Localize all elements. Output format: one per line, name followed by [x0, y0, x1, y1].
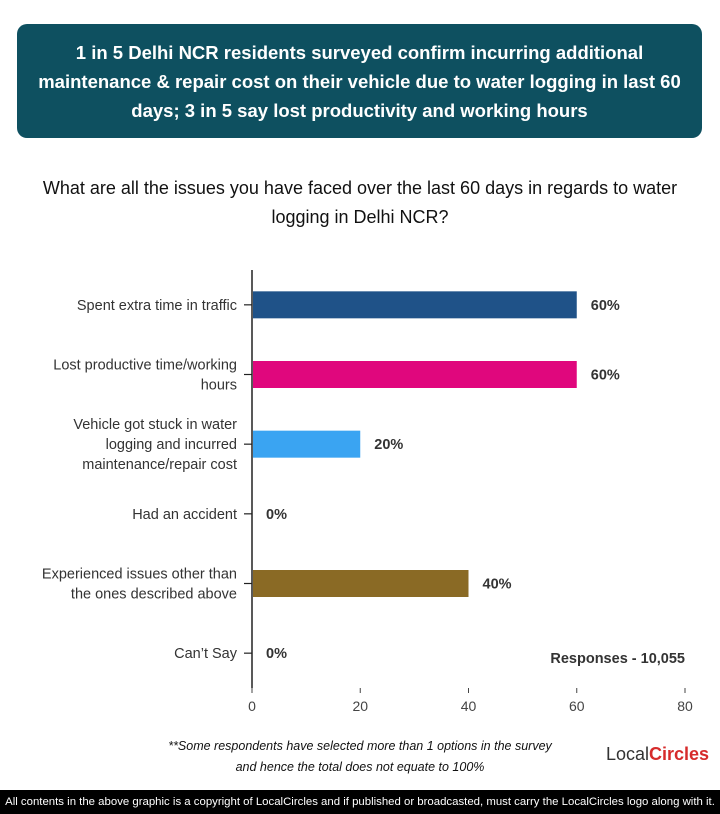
category-label-line: logging and incurred [106, 437, 237, 453]
bar [253, 361, 577, 388]
value-label: 60% [591, 298, 620, 314]
x-tick-label: 80 [677, 698, 693, 714]
footnote-line-2: and hence the total does not equate to 1… [235, 760, 485, 774]
category-label: Can’t Say [174, 646, 238, 662]
category-label-line: Had an accident [132, 507, 237, 523]
category-label-line: Lost productive time/working [53, 358, 237, 374]
category-label-line: Vehicle got stuck in water [73, 417, 237, 433]
category-label-line: hours [201, 378, 237, 394]
value-label: 60% [591, 368, 620, 384]
category-label-line: Experienced issues other than [42, 567, 237, 583]
bar [253, 430, 361, 458]
copyright-notice: All contents in the above graphic is a c… [0, 790, 720, 814]
bar [253, 570, 469, 597]
value-label: 0% [266, 507, 287, 523]
value-label: 40% [483, 577, 512, 593]
category-label-line: Spent extra time in traffic [77, 298, 237, 314]
responses-annotation: Responses - 10,055 [550, 651, 685, 667]
footnote-line-1: **Some respondents have selected more th… [168, 739, 552, 753]
survey-question: What are all the issues you have faced o… [42, 178, 678, 227]
logo-text-circles: Circles [649, 744, 710, 764]
x-tick-label: 60 [569, 698, 585, 714]
value-label: 20% [374, 437, 403, 453]
x-tick-label: 40 [461, 698, 477, 714]
category-label: Had an accident [132, 507, 237, 523]
category-label-line: Can’t Say [174, 646, 238, 662]
bar [253, 291, 577, 319]
headline-banner: 1 in 5 Delhi NCR residents surveyed conf… [17, 24, 702, 138]
footnote: **Some respondents have selected more th… [120, 736, 600, 778]
bar-chart: 0 20 40 60 80 Spent extra time in traffic 60% L… [42, 270, 693, 714]
category-label: Experienced issues other than the ones de… [42, 567, 237, 603]
x-tick-label: 20 [352, 698, 368, 714]
category-label-line: maintenance/repair cost [82, 457, 237, 473]
localcircles-logo: LocalCircles [606, 744, 709, 765]
category-label: Spent extra time in traffic [77, 298, 237, 314]
category-label: Lost productive time/working hours [53, 358, 237, 394]
category-label-line: the ones described above [71, 587, 237, 603]
category-label: Vehicle got stuck in water logging and in… [73, 417, 237, 473]
logo-text-local: Local [606, 744, 650, 764]
value-label: 0% [266, 646, 287, 662]
x-tick-label: 0 [248, 698, 256, 714]
